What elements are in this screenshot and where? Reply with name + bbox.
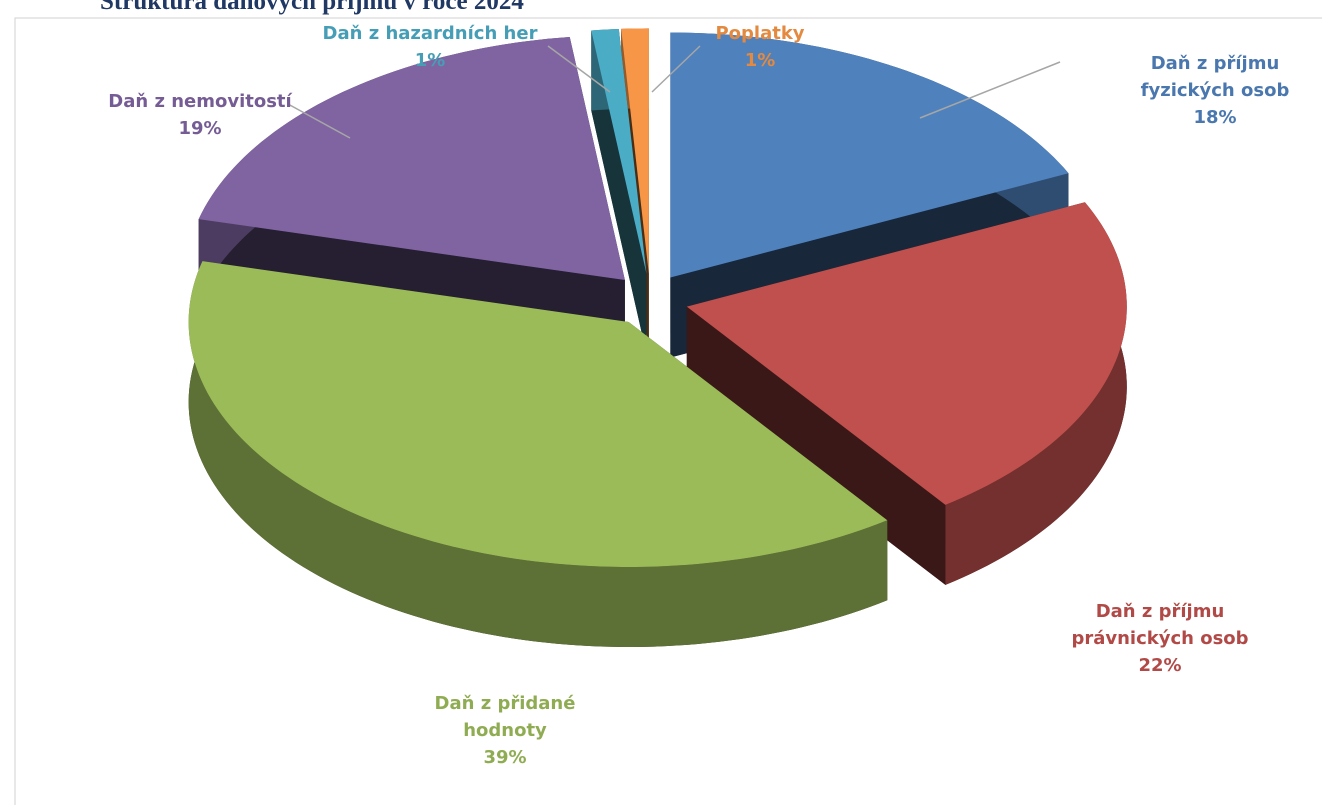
leader-line bbox=[287, 103, 351, 139]
data-label: Daň z hazardních her 1% bbox=[300, 20, 560, 74]
category-label: Poplatky bbox=[715, 23, 805, 44]
leader-lines bbox=[287, 45, 1061, 139]
slice-wall bbox=[591, 30, 647, 354]
data-label: Daň z příjmu fyzických osob 18% bbox=[1120, 50, 1310, 131]
value-label: 39% bbox=[483, 747, 527, 768]
chart-title: Struktura daňových příjmů v roce 2024 bbox=[100, 0, 524, 15]
data-label: Daň z přidané hodnoty 39% bbox=[420, 690, 590, 771]
slice-side bbox=[188, 261, 888, 647]
value-label: 22% bbox=[1138, 655, 1182, 676]
data-label: Daň z příjmu právnických osob 22% bbox=[1055, 598, 1265, 679]
chart-border bbox=[14, 17, 1322, 805]
slice-side bbox=[945, 202, 1127, 585]
leader-line bbox=[651, 45, 701, 93]
category-label: Daň z příjmu fyzických osob bbox=[1140, 53, 1290, 101]
category-label: Daň z nemovitostí bbox=[108, 91, 292, 112]
value-label: 1% bbox=[414, 50, 446, 71]
data-label: Poplatky 1% bbox=[680, 20, 840, 74]
slice bbox=[621, 28, 649, 274]
slice bbox=[670, 32, 1069, 278]
category-label: Daň z hazardních her bbox=[322, 23, 538, 44]
value-label: 18% bbox=[1193, 107, 1237, 128]
slice bbox=[198, 36, 625, 281]
value-label: 1% bbox=[744, 50, 776, 71]
slice bbox=[188, 261, 888, 567]
value-label: 19% bbox=[178, 118, 222, 139]
leader-line bbox=[547, 45, 611, 93]
leader-line bbox=[919, 61, 1061, 119]
slice-tops bbox=[188, 28, 1127, 567]
category-label: Daň z příjmu právnických osob bbox=[1071, 601, 1249, 649]
slice bbox=[686, 202, 1127, 505]
data-label: Daň z nemovitostí 19% bbox=[70, 88, 330, 142]
category-label: Daň z přidané hodnoty bbox=[434, 693, 576, 741]
slice bbox=[591, 29, 647, 274]
